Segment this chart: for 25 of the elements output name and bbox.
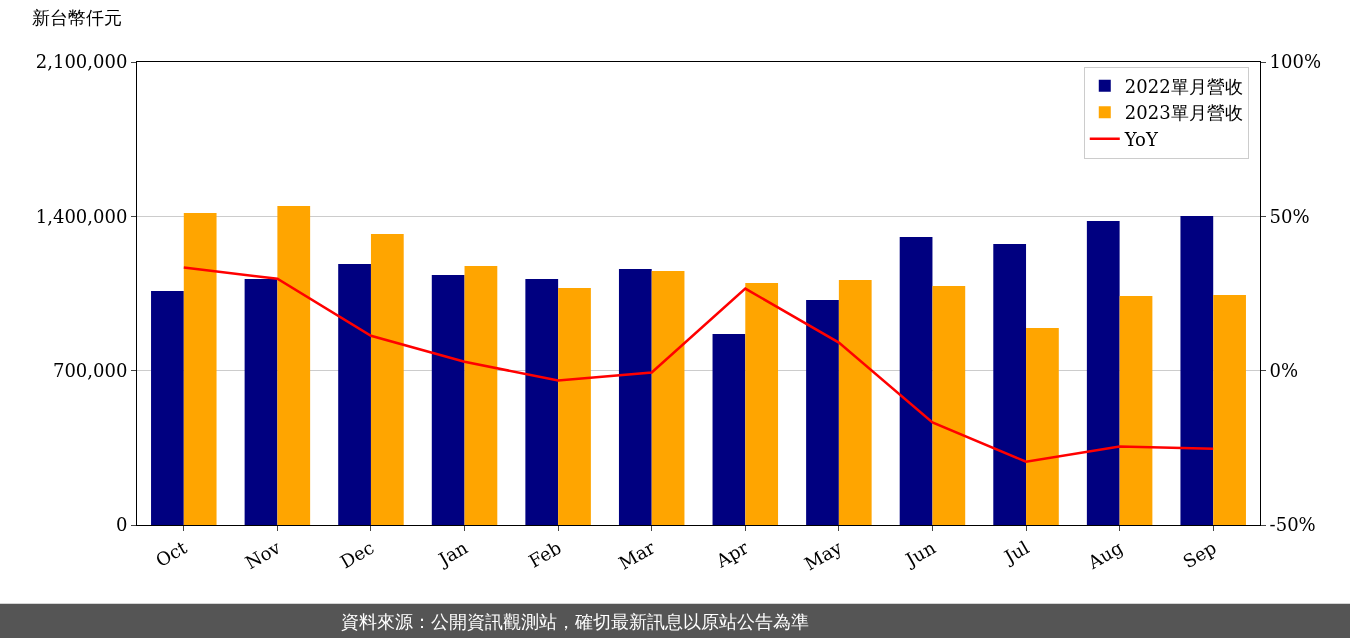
legend-label: 2022單月營收 bbox=[1124, 75, 1243, 97]
y-tick-label: 2,100,000 bbox=[35, 51, 128, 73]
legend-label: YoY bbox=[1123, 128, 1159, 150]
y-axis-title: 新台幣仟元 bbox=[32, 7, 122, 28]
y-tick-label: 1,400,000 bbox=[35, 205, 128, 227]
x-tick-label: Aug bbox=[1083, 536, 1127, 574]
x-tick-label: Jan bbox=[433, 536, 472, 571]
source-note: 資料來源：公開資訊觀測站，確切最新訊息以原站公告為準 bbox=[341, 611, 809, 632]
y-tick-label: 700,000 bbox=[52, 359, 128, 381]
y2-tick-label: 0% bbox=[1269, 359, 1299, 381]
x-tick-label: Jun bbox=[900, 536, 940, 572]
y2-tick-label: 50% bbox=[1269, 205, 1310, 227]
x-tick-label: Nov bbox=[241, 536, 285, 574]
x-tick-label: Feb bbox=[524, 536, 565, 572]
x-tick-label: Apr bbox=[711, 536, 753, 572]
x-tick-label: Dec bbox=[336, 536, 378, 573]
x-tick-label: Jul bbox=[999, 536, 1033, 569]
x-tick-label: Sep bbox=[1179, 536, 1220, 573]
y-tick-label: 0 bbox=[115, 514, 128, 536]
y2-tick-label: 100% bbox=[1269, 51, 1322, 73]
x-tick-label: May bbox=[800, 536, 847, 575]
legend-label: 2023單月營收 bbox=[1124, 102, 1243, 124]
y2-tick-label: -50% bbox=[1269, 514, 1316, 536]
x-tick-label: Oct bbox=[152, 536, 191, 571]
x-tick-label: Mar bbox=[614, 536, 659, 574]
